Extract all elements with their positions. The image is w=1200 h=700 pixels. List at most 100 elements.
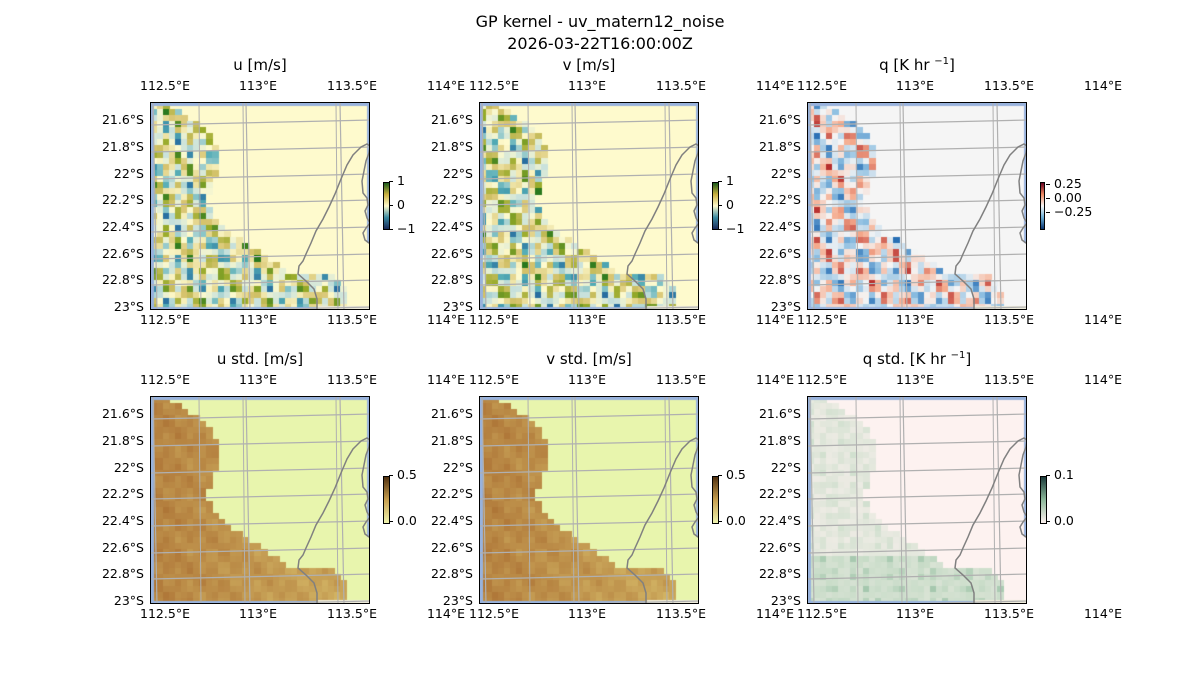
x-tick-label-top: 114°E xyxy=(755,78,794,93)
y-tick-label: 22.4°S xyxy=(101,513,144,528)
y-tick-label: 22.2°S xyxy=(430,192,473,207)
panel-title: u [m/s] xyxy=(233,56,287,74)
map-heatmap xyxy=(807,102,1027,310)
map-heatmap xyxy=(150,102,370,310)
y-tick-label: 23°S xyxy=(770,593,801,608)
y-tick-label: 21.6°S xyxy=(101,406,144,421)
x-tick-label-top: 113.5°E xyxy=(327,78,377,93)
x-tick-label-bottom: 114°E xyxy=(755,312,794,327)
x-tick-label-bottom: 113°E xyxy=(895,606,934,621)
colorbar-tick-label: 0 xyxy=(389,197,405,212)
coastline xyxy=(954,437,1026,603)
panel-title: v std. [m/s] xyxy=(546,350,632,368)
colorbar-tick-label: 0.25 xyxy=(1046,176,1082,191)
x-tick-label-bottom: 113°E xyxy=(895,312,934,327)
colorbar-tick-label: 0.0 xyxy=(718,513,746,528)
colorbar-tick-label: 0.5 xyxy=(718,467,746,482)
y-tick-label: 22.6°S xyxy=(101,246,144,261)
y-tick-label: 23°S xyxy=(113,299,144,314)
x-tick-label-bottom: 113°E xyxy=(238,312,277,327)
y-tick-label: 22.2°S xyxy=(758,486,801,501)
x-tick-label-top: 113°E xyxy=(895,78,934,93)
x-tick-label-top: 114°E xyxy=(755,372,794,387)
x-tick-label-top: 112.5°E xyxy=(469,78,519,93)
map-panel-v: v [m/s] 112.5°E 112.5°E 113°E 113°E 113.5°E 11… xyxy=(431,56,794,327)
x-tick-label-top: 114°E xyxy=(426,78,465,93)
x-tick-label-top: 112.5°E xyxy=(140,372,190,387)
colorbar-tick-label: 0.1 xyxy=(1046,467,1074,482)
y-tick-label: 22.2°S xyxy=(101,192,144,207)
y-tick-label: 22.8°S xyxy=(101,272,144,287)
x-tick-label-top: 113°E xyxy=(238,372,277,387)
y-tick-label: 22.8°S xyxy=(101,566,144,581)
graticule xyxy=(151,397,369,603)
y-tick-label: 23°S xyxy=(770,299,801,314)
panel-title: q std. [K hr −1] xyxy=(862,350,972,368)
y-tick-label: 21.6°S xyxy=(430,112,473,127)
colorbar-tick-label: 1 xyxy=(389,173,405,188)
graticule xyxy=(480,397,698,603)
x-tick-label-bottom: 112.5°E xyxy=(140,606,190,621)
x-tick-label-bottom: 112.5°E xyxy=(469,312,519,327)
coastline xyxy=(954,143,1026,309)
y-tick-label: 23°S xyxy=(442,593,473,608)
graticule xyxy=(808,103,1026,309)
coastline xyxy=(297,143,369,309)
map-heatmap xyxy=(150,396,370,604)
graticule xyxy=(151,103,369,309)
y-tick-label: 22°S xyxy=(770,460,801,475)
map-panel-ustd: u std. [m/s] 112.5°E 112.5°E 113°E 113°E 113.… xyxy=(102,350,465,621)
y-tick-label: 22.8°S xyxy=(430,566,473,581)
x-tick-label-bottom: 114°E xyxy=(1083,606,1122,621)
figure-title-line1: GP kernel - uv_matern12_noise xyxy=(475,12,725,31)
x-tick-label-top: 114°E xyxy=(1083,78,1122,93)
y-tick-label: 21.8°S xyxy=(430,433,473,448)
x-tick-label-top: 112.5°E xyxy=(469,372,519,387)
y-tick-label: 22°S xyxy=(113,166,144,181)
x-tick-label-top: 114°E xyxy=(1083,372,1122,387)
y-tick-label: 21.8°S xyxy=(101,433,144,448)
x-tick-label-bottom: 114°E xyxy=(1083,312,1122,327)
y-tick-label: 21.6°S xyxy=(758,112,801,127)
y-tick-label: 22°S xyxy=(442,166,473,181)
colorbar-tick-label: 0.0 xyxy=(389,513,417,528)
colorbar xyxy=(383,182,390,230)
map-heatmap xyxy=(479,102,699,310)
colorbar xyxy=(712,476,719,524)
colorbar-tick-label: −0.25 xyxy=(1045,204,1093,219)
y-tick-label: 22.2°S xyxy=(101,486,144,501)
colorbar-tick-label: 0 xyxy=(718,197,734,212)
x-tick-label-top: 113.5°E xyxy=(984,78,1034,93)
colorbar-tick-label: 0.00 xyxy=(1046,190,1082,205)
map-panel-qstd: q std. [K hr −1] 112.5°E 112.5°E 113°E 113°E… xyxy=(759,350,1122,621)
colorbar-tick-label: −1 xyxy=(717,221,745,236)
y-tick-label: 22.6°S xyxy=(430,246,473,261)
x-tick-label-top: 113°E xyxy=(567,372,606,387)
x-tick-label-bottom: 113.5°E xyxy=(656,606,706,621)
y-tick-label: 22.6°S xyxy=(758,540,801,555)
colorbar xyxy=(712,182,719,230)
x-tick-label-top: 113.5°E xyxy=(656,372,706,387)
map-panel-q: q [K hr −1] 112.5°E 112.5°E 113°E 113°E 113.5… xyxy=(759,56,1122,327)
y-tick-label: 21.6°S xyxy=(101,112,144,127)
y-tick-label: 22.4°S xyxy=(430,513,473,528)
map-panel-vstd: v std. [m/s] 112.5°E 112.5°E 113°E 113°E 113.… xyxy=(431,350,794,621)
x-tick-label-bottom: 113°E xyxy=(238,606,277,621)
y-tick-label: 21.8°S xyxy=(758,433,801,448)
x-tick-label-bottom: 112.5°E xyxy=(797,606,847,621)
map-heatmap xyxy=(807,396,1027,604)
x-tick-label-top: 112.5°E xyxy=(140,78,190,93)
y-tick-label: 21.8°S xyxy=(758,139,801,154)
x-tick-label-bottom: 113.5°E xyxy=(656,312,706,327)
x-tick-label-bottom: 112.5°E xyxy=(797,312,847,327)
y-tick-label: 21.6°S xyxy=(430,406,473,421)
y-tick-label: 23°S xyxy=(113,593,144,608)
x-tick-label-bottom: 113.5°E xyxy=(984,606,1034,621)
y-tick-label: 22.6°S xyxy=(101,540,144,555)
x-tick-label-top: 114°E xyxy=(426,372,465,387)
y-tick-label: 22.4°S xyxy=(758,219,801,234)
x-tick-label-top: 113°E xyxy=(895,372,934,387)
colorbar-tick-label: −1 xyxy=(388,221,416,236)
y-tick-label: 21.8°S xyxy=(430,139,473,154)
coastline xyxy=(297,437,369,603)
